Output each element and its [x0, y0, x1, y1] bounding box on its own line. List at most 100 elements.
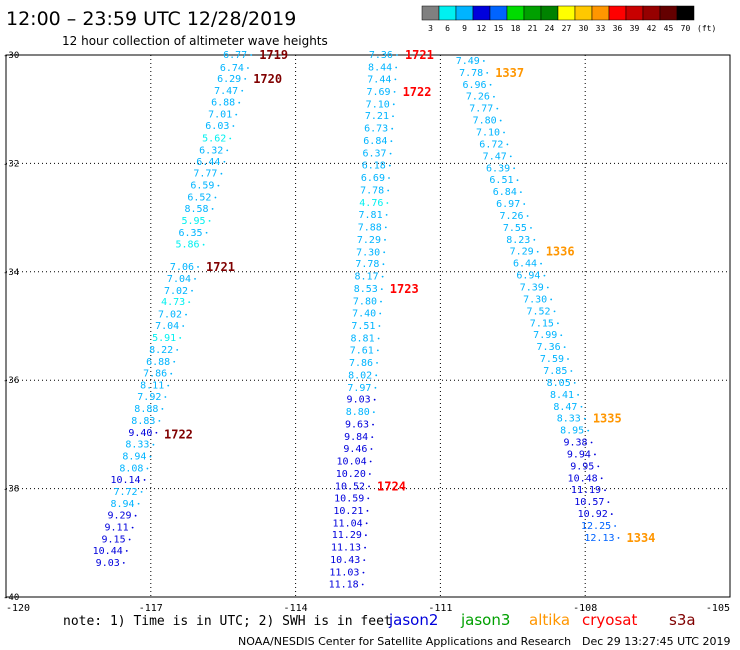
track-point — [250, 54, 253, 56]
swh-value-label: 12.25 — [581, 521, 611, 532]
track-point — [197, 266, 199, 268]
track-point — [536, 250, 539, 253]
swh-value-label: 8.44 — [368, 62, 392, 73]
swh-value-label: 7.78 — [360, 186, 384, 197]
swh-value-label: 7.30 — [523, 294, 547, 305]
swh-value-label: 8.53 — [354, 284, 378, 295]
track-point — [526, 215, 529, 217]
color-scale-swatch — [421, 5, 440, 21]
swh-value-label: 9.63 — [345, 420, 369, 431]
track-point — [191, 289, 193, 292]
track-point — [516, 179, 519, 182]
swh-value-label: 9.03 — [96, 558, 120, 569]
track-point — [392, 115, 394, 118]
track-point — [594, 453, 596, 456]
swh-value-label: 7.99 — [533, 330, 557, 341]
swh-value-label: 7.81 — [359, 210, 383, 221]
swh-value-label: 5.95 — [181, 216, 205, 227]
track-point — [600, 477, 603, 480]
track-point — [364, 546, 366, 549]
legend-item-s3a: s3a — [669, 611, 696, 629]
color-scale-swatch — [557, 5, 576, 21]
swh-value-label: 7.04 — [167, 274, 191, 285]
color-scale-swatch — [438, 5, 457, 21]
time-label: 1336 — [546, 245, 575, 259]
track-point — [560, 334, 563, 337]
color-scale-tick: 27 — [562, 24, 572, 33]
track-point — [220, 172, 223, 175]
swh-value-label: 7.02 — [164, 286, 188, 297]
swh-value-label: 7.39 — [520, 283, 544, 294]
track-point — [489, 83, 492, 86]
track-point — [377, 337, 380, 340]
swh-value-label: 11.29 — [332, 530, 362, 541]
track-point — [232, 125, 235, 127]
legend-item-cryosat: cryosat — [582, 611, 637, 629]
chart-subtitle: 12 hour collection of altimeter wave hei… — [62, 34, 328, 48]
swh-value-label: 6.59 — [190, 181, 214, 192]
swh-value-label: 11.13 — [331, 543, 361, 554]
track-point — [167, 384, 170, 387]
plot-frame — [5, 54, 731, 598]
swh-value-label: 9.84 — [344, 432, 368, 443]
swh-value-label: 7.29 — [357, 235, 381, 246]
swh-value-label: 7.86 — [349, 358, 373, 369]
swh-value-label: 12.13 — [584, 533, 614, 544]
time-label: 1335 — [593, 412, 622, 426]
swh-value-label: 6.77 — [223, 50, 247, 61]
swh-value-label: 7.78 — [459, 68, 483, 79]
track-point — [379, 312, 382, 315]
track-point — [493, 95, 495, 98]
track-point — [367, 497, 370, 500]
track-point — [368, 473, 371, 475]
track-point — [182, 325, 185, 327]
track-point — [590, 441, 593, 444]
track-point — [388, 177, 390, 179]
time-label: 1722 — [403, 85, 432, 99]
track-point — [247, 67, 249, 69]
swh-value-label: 10.44 — [93, 546, 123, 557]
color-scale-tick: 45 — [664, 24, 674, 33]
swh-value-label: 8.33 — [125, 440, 149, 451]
data-marks: 6.776.746.297.476.887.016.035.626.326.44… — [93, 48, 656, 591]
swh-value-label: 4.76 — [359, 198, 383, 209]
track-point — [161, 408, 164, 410]
swh-value-label: 6.29 — [217, 74, 241, 85]
swh-value-label: 8.58 — [184, 204, 208, 215]
color-scale-tick: 30 — [579, 24, 589, 33]
track-point — [361, 583, 364, 586]
color-scale-swatch — [506, 5, 525, 21]
swh-value-label: 9.94 — [567, 449, 591, 460]
swh-value-label: 7.86 — [143, 369, 167, 380]
track-point — [499, 119, 502, 122]
swh-value-label: 5.62 — [202, 133, 226, 144]
x-tick-label: -111 — [428, 603, 452, 614]
track-point — [128, 538, 131, 541]
color-scale-tick: 15 — [494, 24, 504, 33]
time-label: 1722 — [164, 427, 193, 441]
swh-value-label: 7.15 — [530, 318, 554, 329]
color-scale-tick: 21 — [528, 24, 538, 33]
color-scale-tick: 36 — [613, 24, 623, 33]
time-label: 1337 — [495, 66, 524, 80]
track-point — [563, 346, 566, 349]
swh-value-label: 7.04 — [155, 321, 179, 332]
swh-value-label: 8.88 — [134, 404, 158, 415]
x-tick-label: -117 — [139, 603, 163, 614]
color-scale-swatch — [591, 5, 610, 21]
swh-value-label: 6.44 — [196, 157, 220, 168]
track-point — [540, 262, 542, 265]
track-point — [364, 534, 367, 537]
track-point — [146, 467, 149, 470]
track-point — [229, 137, 232, 140]
swh-value-label: 7.47 — [483, 151, 507, 162]
swh-value-label: 7.10 — [476, 128, 500, 139]
track-point — [543, 274, 546, 277]
swh-value-label: 7.10 — [366, 99, 390, 110]
track-point — [373, 398, 376, 401]
track-point — [384, 238, 386, 241]
swh-value-label: 6.51 — [489, 175, 513, 186]
track-point — [389, 152, 392, 155]
track-point — [368, 485, 370, 488]
